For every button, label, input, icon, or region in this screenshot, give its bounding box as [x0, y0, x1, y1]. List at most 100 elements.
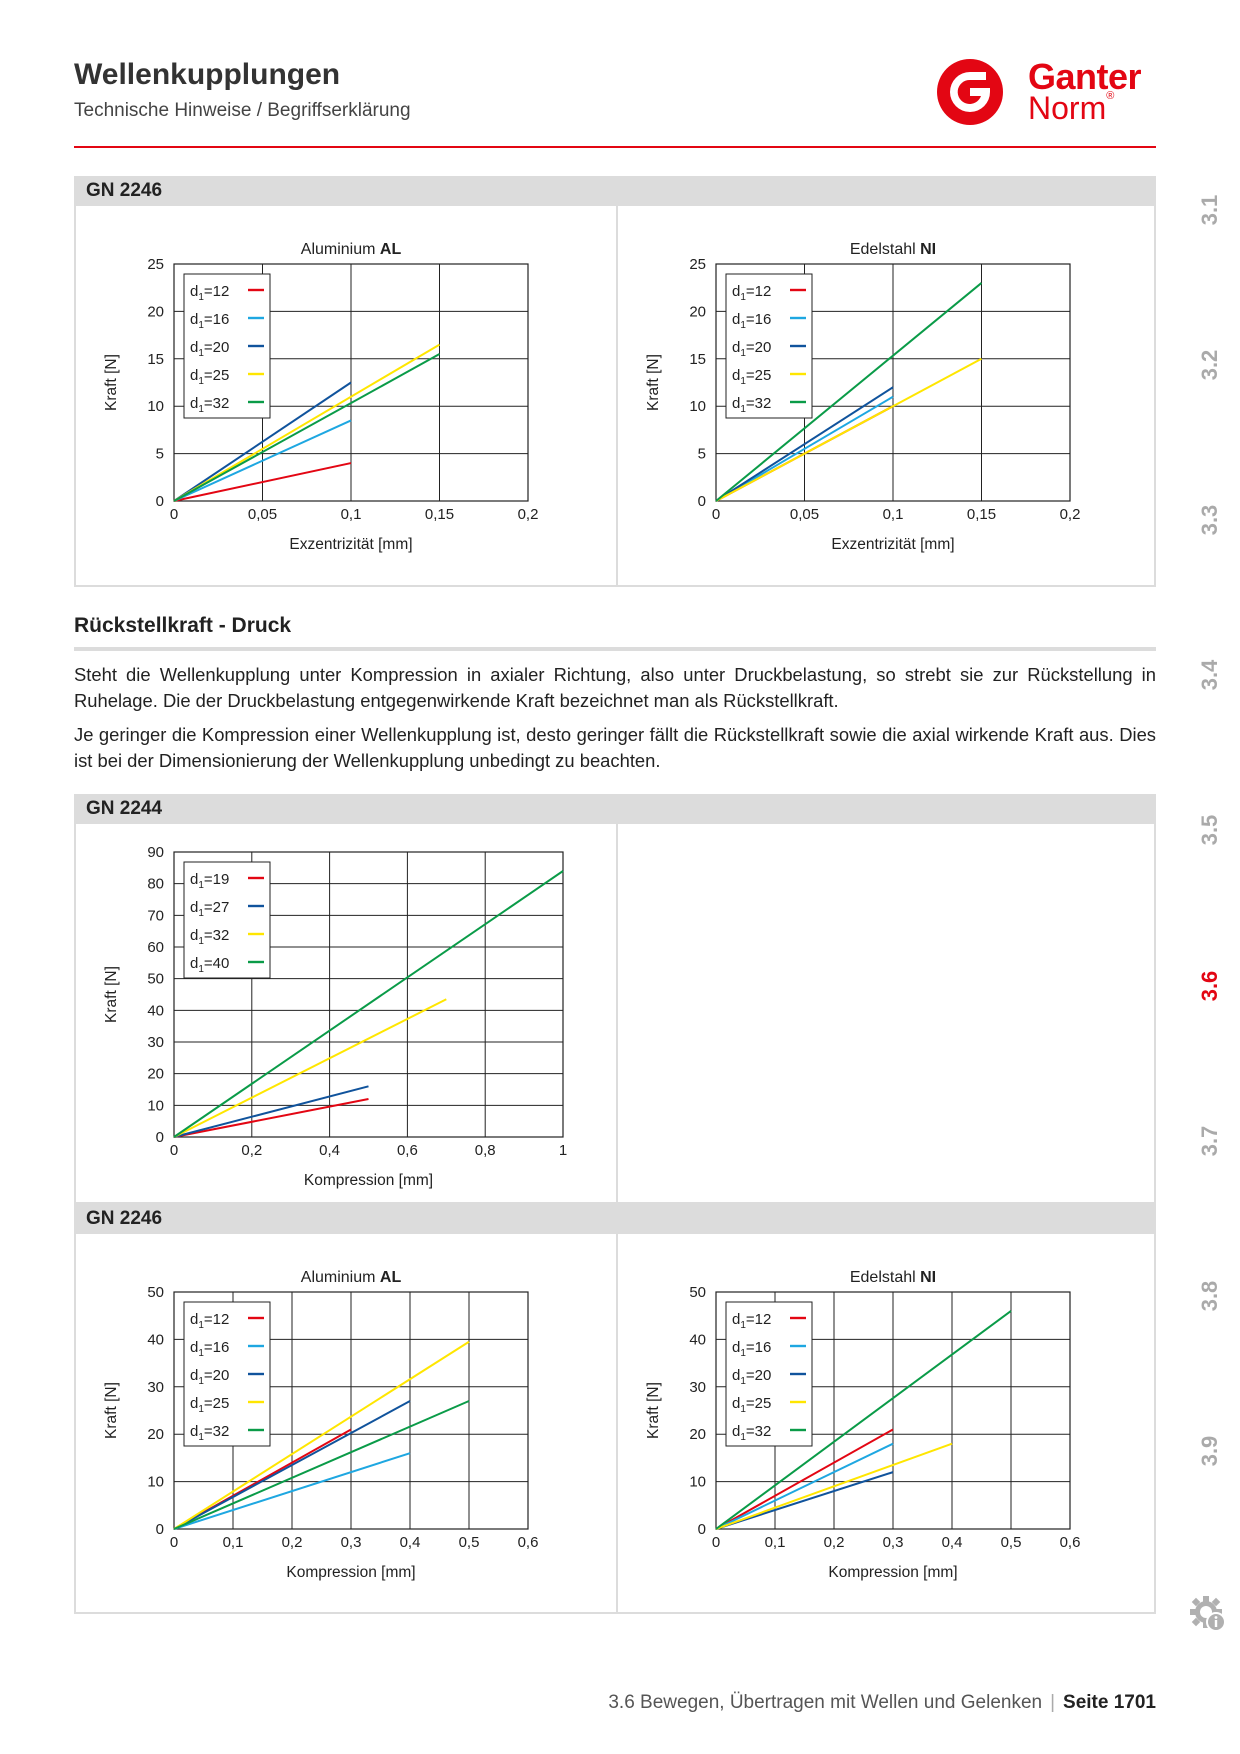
legend-label-var: d: [732, 1423, 740, 1440]
logo-text-norm: Norm®: [1028, 90, 1114, 127]
logo-text-norm-word: Norm: [1028, 90, 1107, 126]
chart-title-material: AL: [380, 241, 402, 258]
legend-label-var: d: [190, 927, 198, 944]
sidebar-item-3-1[interactable]: 3.1: [1190, 190, 1230, 230]
y-axis-label: Kraft [N]: [103, 354, 120, 411]
series-line-d1-16: [715, 395, 894, 502]
y-tick-label: 0: [156, 1129, 164, 1146]
legend-label: d1=16: [732, 1339, 771, 1359]
y-tick-label: 15: [147, 351, 164, 368]
x-tick-label: 0,4: [400, 1534, 421, 1551]
sidebar-item-label: 3.6: [1197, 970, 1222, 1002]
legend-label-value: =12: [204, 1311, 229, 1328]
legend-label: d1=20: [190, 1367, 229, 1387]
sidebar-item-3-4[interactable]: 3.4: [1190, 655, 1230, 695]
chart-aluminium-eccentricity: Aluminium AL 0 0,05 0,1 0,15 0,2 0 5 10 15 20 25 Exz…: [103, 241, 538, 553]
legend-label-value: =25: [746, 1395, 771, 1412]
chart-title-prefix: Edelstahl: [850, 241, 920, 258]
legend-label: d1=20: [190, 339, 229, 359]
legend-label-value: =16: [204, 1339, 229, 1356]
legend-label-value: =32: [204, 927, 229, 944]
legend-label-subscript: 1: [740, 404, 746, 415]
legend-label-subscript: 1: [198, 376, 204, 387]
legend-label-subscript: 1: [740, 1320, 746, 1331]
legend-label-var: d: [732, 339, 740, 356]
legend-label: d1=25: [190, 367, 229, 387]
legend-label: d1=25: [732, 367, 771, 387]
chart-title: Edelstahl NI: [850, 241, 936, 258]
legend-label-subscript: 1: [198, 404, 204, 415]
registered-mark: ®: [1106, 90, 1115, 102]
y-tick-label: 30: [689, 1379, 706, 1396]
legend-label-subscript: 1: [740, 1432, 746, 1443]
y-tick-label: 10: [147, 1097, 164, 1114]
chart-legend: [183, 861, 271, 979]
x-tick-label: 0: [170, 1534, 178, 1551]
legend-label-subscript: 1: [740, 376, 746, 387]
x-tick-label: 0,5: [459, 1534, 480, 1551]
chart-title: Edelstahl NI: [850, 1269, 936, 1286]
series-line-d1-20: [715, 1471, 894, 1530]
x-tick-label: 0,2: [824, 1534, 845, 1551]
series-line-d1-32: [173, 353, 440, 502]
legend-label-var: d: [190, 1423, 198, 1440]
x-tick-label: 0,3: [883, 1534, 904, 1551]
series-line-d1-20: [715, 386, 894, 502]
chart-panel-ni-compression: Edelstahl NI 0 0,1 0,2 0,3 0,4 0,5 0,6 0 10 20 30 40…: [616, 1232, 1156, 1614]
legend-label-value: =12: [746, 283, 771, 300]
gear-info-icon[interactable]: [1188, 1594, 1228, 1634]
x-tick-label: 0,1: [883, 506, 904, 523]
sidebar-item-label: 3.7: [1197, 1125, 1222, 1157]
chart-edelstahl-compression: Edelstahl NI 0 0,1 0,2 0,3 0,4 0,5 0,6 0 10 20 30 40…: [645, 1269, 1080, 1581]
x-tick-label: 0: [170, 506, 178, 523]
y-tick-label: 10: [147, 398, 164, 415]
x-tick-label: 0,05: [790, 506, 819, 523]
x-tick-label: 0,1: [765, 1534, 786, 1551]
y-tick-label: 90: [147, 844, 164, 861]
legend-label-var: d: [190, 955, 198, 972]
series-line-d1-32: [715, 1310, 1012, 1530]
y-tick-label: 10: [689, 1474, 706, 1491]
legend-label-var: d: [190, 367, 198, 384]
sidebar-item-label: 3.4: [1197, 659, 1222, 691]
sidebar-item-3-7[interactable]: 3.7: [1190, 1121, 1230, 1161]
legend-label: d1=32: [190, 395, 229, 415]
legend-label-subscript: 1: [740, 348, 746, 359]
legend-label-subscript: 1: [740, 1404, 746, 1415]
page-title: Wellenkupplungen: [74, 58, 341, 91]
legend-label-var: d: [190, 283, 198, 300]
legend-label-value: =20: [204, 339, 229, 356]
sidebar-item-3-9[interactable]: 3.9: [1190, 1431, 1230, 1471]
x-tick-label: 0,05: [248, 506, 277, 523]
sidebar-item-3-8[interactable]: 3.8: [1190, 1276, 1230, 1316]
legend-label-subscript: 1: [198, 292, 204, 303]
x-axis-label: Exzentrizität [mm]: [831, 536, 954, 553]
sidebar-item-3-6[interactable]: 3.6: [1190, 966, 1230, 1006]
legend-label-subscript: 1: [198, 1432, 204, 1443]
x-tick-label: 0,2: [1060, 506, 1081, 523]
legend-label: d1=40: [190, 955, 229, 975]
y-tick-label: 40: [147, 1331, 164, 1348]
sidebar-item-label: 3.3: [1197, 504, 1222, 536]
legend-label-value: =32: [746, 395, 771, 412]
legend-label-var: d: [732, 1367, 740, 1384]
ganter-norm-logo: Ganter Norm®: [936, 54, 1158, 130]
x-tick-label: 0,2: [241, 1142, 262, 1159]
footer-chapter: 3.6 Bewegen, Übertragen mit Wellen und G…: [608, 1692, 1043, 1713]
sidebar-item-3-5[interactable]: 3.5: [1190, 810, 1230, 850]
legend-label-var: d: [190, 339, 198, 356]
sidebar-item-3-3[interactable]: 3.3: [1190, 500, 1230, 540]
x-tick-label: 1: [559, 1142, 567, 1159]
x-tick-label: 0,15: [425, 506, 454, 523]
sidebar-item-3-2[interactable]: 3.2: [1190, 345, 1230, 385]
legend-label: d1=25: [732, 1395, 771, 1415]
legend-label: d1=12: [732, 283, 771, 303]
legend-label-subscript: 1: [198, 1320, 204, 1331]
series-line-d1-16: [715, 1442, 894, 1530]
legend-label-subscript: 1: [198, 1348, 204, 1359]
y-tick-label: 25: [147, 256, 164, 273]
ganter-logo-icon: [937, 59, 1003, 125]
x-tick-label: 0,4: [319, 1142, 340, 1159]
y-axis-label: Kraft [N]: [103, 966, 120, 1023]
x-tick-label: 0: [712, 506, 720, 523]
